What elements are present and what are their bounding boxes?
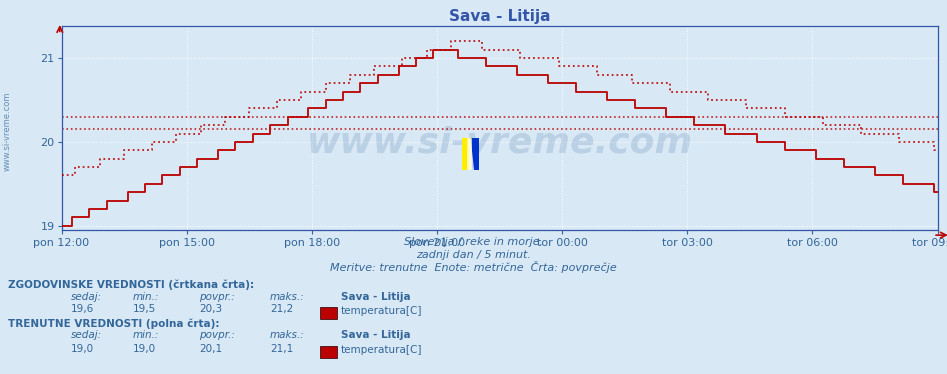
Bar xyxy=(462,138,471,170)
Text: www.si-vreme.com: www.si-vreme.com xyxy=(307,125,692,159)
Text: min.:: min.: xyxy=(133,331,159,340)
Text: Meritve: trenutne  Enote: metrične  Črta: povprečje: Meritve: trenutne Enote: metrične Črta: … xyxy=(331,261,616,273)
Text: 19,6: 19,6 xyxy=(71,304,95,314)
Text: temperatura[C]: temperatura[C] xyxy=(341,306,422,316)
Title: Sava - Litija: Sava - Litija xyxy=(449,9,550,24)
Text: Sava - Litija: Sava - Litija xyxy=(341,331,411,340)
Text: Slovenija / reke in morje.: Slovenija / reke in morje. xyxy=(404,237,543,247)
Text: 21,1: 21,1 xyxy=(270,344,294,353)
Text: zadnji dan / 5 minut.: zadnji dan / 5 minut. xyxy=(416,250,531,260)
Text: min.:: min.: xyxy=(133,292,159,302)
Text: povpr.:: povpr.: xyxy=(199,292,235,302)
Text: temperatura[C]: temperatura[C] xyxy=(341,346,422,355)
Text: www.si-vreme.com: www.si-vreme.com xyxy=(3,91,12,171)
Text: sedaj:: sedaj: xyxy=(71,331,102,340)
Text: TRENUTNE VREDNOSTI (polna črta):: TRENUTNE VREDNOSTI (polna črta): xyxy=(8,319,219,329)
Text: Sava - Litija: Sava - Litija xyxy=(341,292,411,302)
Text: 20,3: 20,3 xyxy=(199,304,222,314)
Text: 19,0: 19,0 xyxy=(71,344,94,353)
Text: sedaj:: sedaj: xyxy=(71,292,102,302)
Text: povpr.:: povpr.: xyxy=(199,331,235,340)
Text: 19,5: 19,5 xyxy=(133,304,156,314)
Bar xyxy=(471,138,479,170)
Text: 21,2: 21,2 xyxy=(270,304,294,314)
Text: ZGODOVINSKE VREDNOSTI (črtkana črta):: ZGODOVINSKE VREDNOSTI (črtkana črta): xyxy=(8,279,254,290)
Text: 20,1: 20,1 xyxy=(199,344,222,353)
Text: 19,0: 19,0 xyxy=(133,344,155,353)
Polygon shape xyxy=(467,138,474,170)
Text: maks.:: maks.: xyxy=(270,292,305,302)
Text: maks.:: maks.: xyxy=(270,331,305,340)
